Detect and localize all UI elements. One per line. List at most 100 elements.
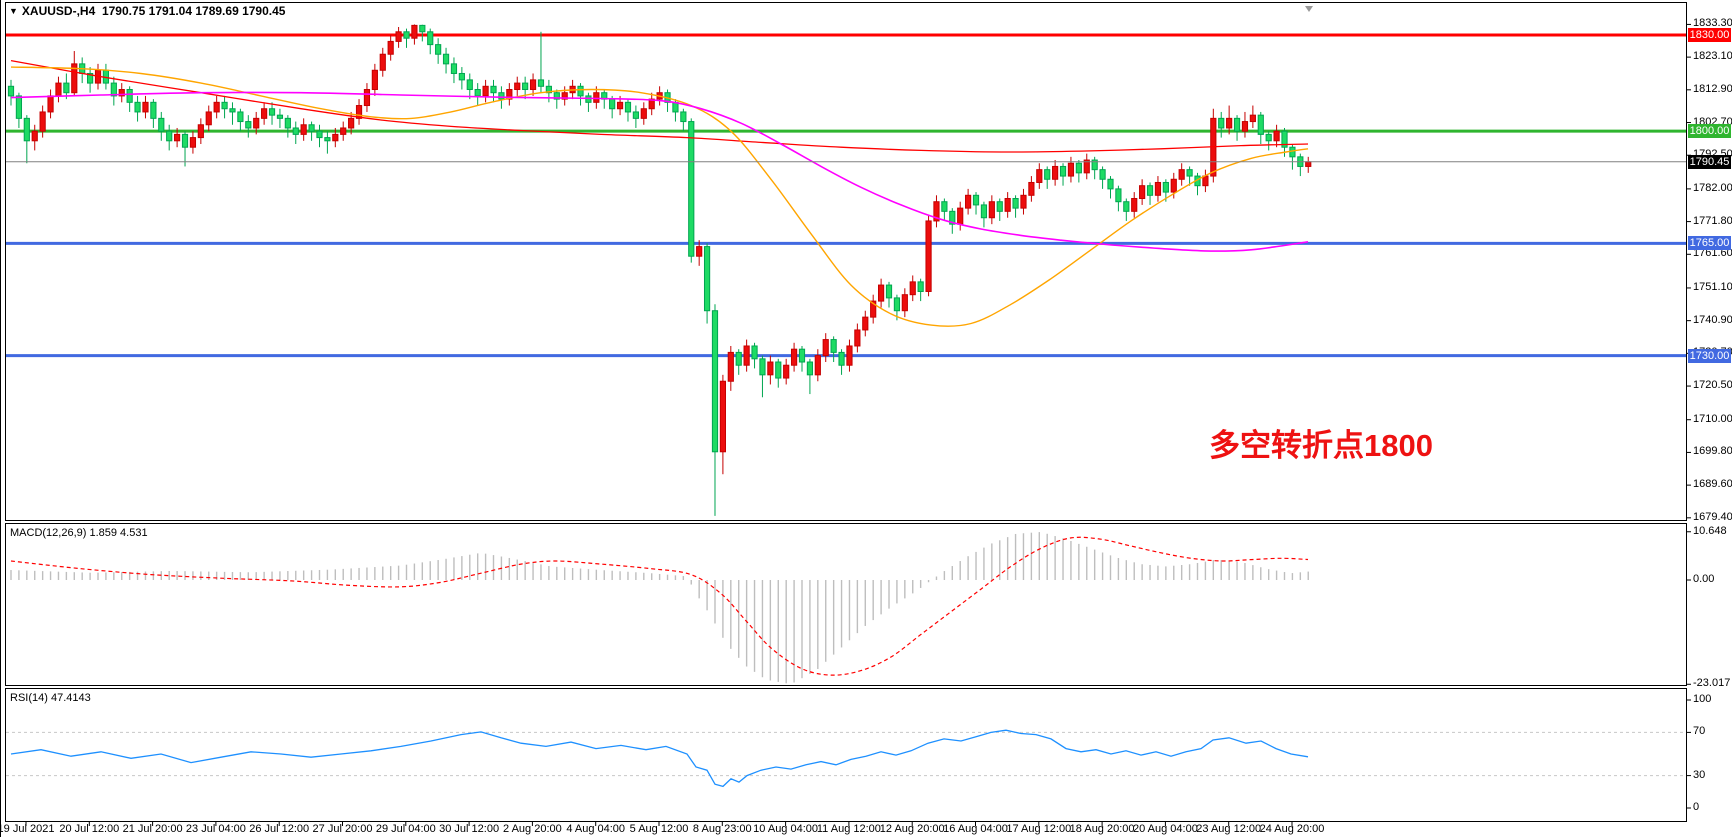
time-axis-label: 23 Aug 12:00 — [1196, 823, 1262, 835]
price-axis-label: 1689.60 — [1693, 478, 1732, 491]
candle-body — [474, 89, 481, 97]
candle-body — [1202, 175, 1209, 187]
candle-body — [972, 194, 980, 206]
time-axis-label: 24 Aug 20:00 — [1259, 823, 1325, 835]
candle-body — [63, 82, 70, 94]
candle-body — [648, 98, 655, 110]
candle-body — [490, 85, 497, 94]
candle-body — [442, 53, 450, 65]
candle-body — [47, 95, 54, 113]
candle-body — [1123, 201, 1130, 212]
candle-body — [680, 111, 687, 123]
candle-body — [134, 101, 141, 113]
candle-body — [229, 108, 236, 113]
symbol-collapse-icon[interactable]: ▼ — [9, 6, 18, 16]
candle-body — [284, 117, 291, 129]
candle-body — [759, 358, 766, 376]
candle-body — [7, 85, 15, 97]
candle-body — [332, 133, 339, 142]
candle-body — [577, 85, 584, 97]
macd-panel[interactable] — [5, 523, 1687, 686]
candle-body — [355, 105, 363, 119]
level-badge-1765.00: 1765.00 — [1688, 236, 1731, 251]
price-axis-label: 1710.00 — [1693, 412, 1732, 425]
candle-body — [466, 79, 473, 91]
price-axis-label: 1679.40 — [1693, 510, 1732, 523]
macd-signal-line — [10, 536, 1309, 676]
price-axis-label: 1699.80 — [1693, 445, 1732, 458]
macd-axis-label: 0.00 — [1693, 573, 1715, 585]
time-axis-label: 4 Aug 04:00 — [566, 823, 626, 835]
rsi-axis-label: 100 — [1693, 693, 1712, 705]
candle-body — [174, 133, 181, 142]
candle-body — [300, 124, 307, 135]
candle-body — [751, 345, 758, 360]
candle-body — [205, 111, 212, 126]
candle-body — [245, 121, 252, 129]
candle-body — [1083, 159, 1090, 174]
candle-body — [1265, 133, 1272, 142]
candle-body — [838, 351, 845, 366]
candle-body — [87, 72, 94, 84]
price-axis-label: 1823.10 — [1693, 50, 1732, 63]
candle-body — [189, 137, 197, 148]
candle-body — [790, 348, 798, 366]
candle-body — [830, 339, 837, 353]
time-axis-label: 20 Jul 12:00 — [59, 823, 120, 835]
candle-body — [506, 89, 513, 100]
candle-body — [237, 111, 244, 123]
candle-body — [126, 89, 133, 103]
candle-body — [1273, 130, 1280, 142]
candle-body — [783, 364, 790, 379]
level-badge-1800.00: 1800.00 — [1688, 124, 1731, 139]
candle-body — [688, 121, 695, 257]
candle-body — [213, 101, 220, 113]
candle-body — [640, 108, 647, 119]
candle-body — [435, 44, 442, 55]
candle-body — [1067, 162, 1075, 177]
candle-body — [514, 82, 521, 91]
candle-body — [901, 294, 908, 312]
candle-body — [925, 220, 932, 292]
time-axis-label: 27 Jul 20:00 — [312, 823, 373, 835]
candle-body — [387, 40, 394, 55]
time-axis-label: 20 Aug 04:00 — [1132, 823, 1198, 835]
price-axis-label: 1751.10 — [1693, 280, 1732, 293]
candle-body — [118, 89, 125, 97]
time-axis-label: 2 Aug 20:00 — [503, 823, 562, 835]
rsi-axis-label: 30 — [1693, 768, 1706, 781]
candle-body — [419, 24, 426, 33]
candle-body — [1281, 130, 1288, 148]
candle-body — [553, 92, 560, 100]
candle-body — [31, 130, 38, 142]
price-axis-label: 1833.30 — [1693, 17, 1732, 30]
candle-body — [1186, 169, 1193, 177]
time-axis-label: 10 Aug 04:00 — [753, 823, 819, 835]
annotation-text: 多空转折点1800 — [1209, 428, 1433, 463]
candle-body — [1012, 198, 1019, 209]
candle-body — [537, 79, 545, 87]
candle-body — [885, 284, 893, 299]
candle-body — [411, 24, 418, 39]
candle-body — [1052, 165, 1059, 180]
candle-body — [371, 69, 378, 91]
candle-body — [221, 101, 228, 110]
candle-body — [814, 355, 821, 376]
candle-body — [142, 101, 149, 113]
candle-body — [276, 114, 284, 119]
candle-body — [1028, 181, 1035, 196]
candle-body — [727, 351, 734, 382]
candle-body — [1091, 159, 1098, 171]
level-badge-1730.00: 1730.00 — [1688, 348, 1731, 363]
candle-body — [379, 53, 386, 71]
candle-body — [767, 361, 774, 376]
candle-body — [363, 89, 371, 107]
time-axis-label: 12 Aug 20:00 — [879, 823, 945, 835]
candle-body — [55, 82, 62, 97]
candle-body — [545, 85, 552, 94]
candle-body — [941, 201, 948, 212]
candle-body — [498, 92, 505, 100]
candle-body — [988, 201, 995, 219]
price-chart-panel[interactable] — [5, 2, 1687, 521]
